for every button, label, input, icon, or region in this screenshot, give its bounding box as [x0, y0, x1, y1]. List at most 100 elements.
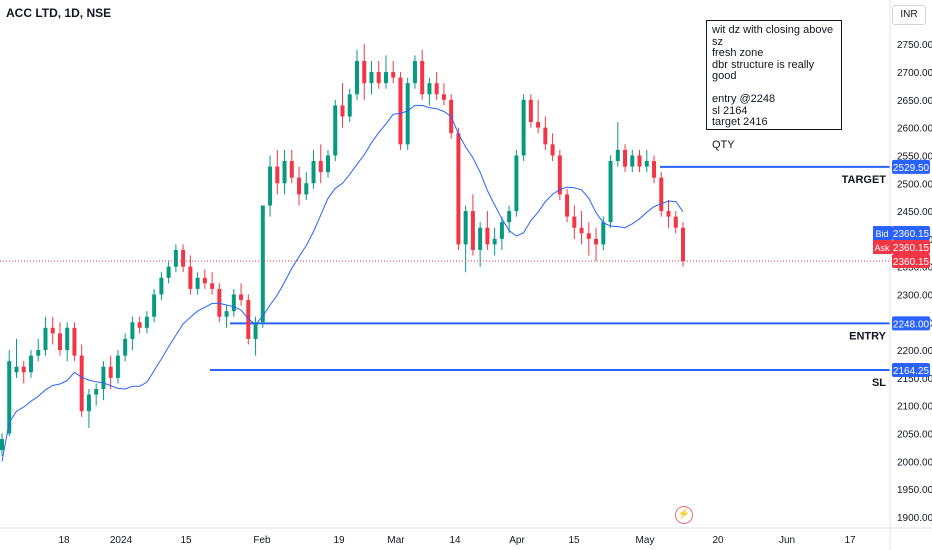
- candle-body: [630, 155, 635, 167]
- note-line: entry @2248: [712, 93, 776, 105]
- x-tick-label: Apr: [509, 535, 525, 546]
- candle-body: [594, 238, 599, 245]
- candle-body: [166, 266, 171, 278]
- candle-body: [666, 211, 671, 217]
- candle-body: [340, 105, 345, 117]
- y-tick-label: 2050.00: [897, 429, 932, 440]
- candle-body: [94, 388, 99, 395]
- candle-body: [79, 355, 84, 412]
- candle-body: [36, 350, 41, 356]
- x-tick-label: May: [636, 535, 655, 546]
- level-label-target: TARGET: [842, 174, 887, 186]
- quote-label-bg: [873, 226, 892, 241]
- x-tick-label: Jun: [779, 535, 795, 546]
- ask-price-tag-bg: [892, 240, 930, 255]
- candle-body: [21, 366, 26, 373]
- level-price-tag: 2164.25: [893, 366, 930, 377]
- level-lines: TARGET ENTRY SL: [210, 165, 890, 389]
- x-tick-label: 19: [333, 535, 345, 546]
- x-tick-label: 20: [712, 535, 724, 546]
- y-tick-label: 2350.00: [897, 263, 932, 274]
- candle-body: [507, 211, 512, 223]
- candle-body: [572, 216, 577, 228]
- candle-body: [550, 144, 555, 156]
- candle-body: [579, 227, 584, 234]
- candle-body: [123, 338, 128, 356]
- candle-body: [412, 60, 417, 84]
- y-tick-label: 2200.00: [897, 346, 932, 357]
- y-tick-label: 2100.00: [897, 402, 932, 413]
- y-tick-label: 2600.00: [897, 124, 932, 135]
- candle-body: [173, 249, 178, 267]
- last-price-tag-bg: [892, 254, 930, 269]
- note-line: wit dz with closing above sz: [712, 24, 834, 48]
- candle-body: [333, 105, 338, 156]
- candle-body: [43, 327, 48, 351]
- candle-body: [354, 60, 359, 95]
- candle-body: [202, 277, 207, 284]
- candle-body: [188, 266, 193, 289]
- candle-body: [297, 177, 302, 195]
- candle-body: [7, 361, 12, 434]
- candle-body: [420, 60, 425, 95]
- candle-body: [65, 327, 70, 351]
- y-tick-label: 2650.00: [897, 96, 932, 107]
- note-line: target 2416: [712, 116, 768, 128]
- candle-body: [521, 99, 526, 156]
- candle-body: [282, 161, 287, 184]
- candle-body: [304, 183, 309, 195]
- flash-icon[interactable]: ⚡: [675, 506, 693, 524]
- level-price-tag: 2248.00: [893, 319, 930, 330]
- candle-body: [72, 327, 77, 356]
- y-tick-label: 2450.00: [897, 207, 932, 218]
- candle-body: [239, 294, 244, 301]
- moving-average-line: [1, 104, 684, 462]
- candle-body: [463, 211, 468, 245]
- candle-body: [50, 327, 55, 334]
- level-label-sl: SL: [872, 377, 886, 389]
- candle-body: [492, 238, 497, 245]
- time-axis: 18 2024 15 Feb 19 Mar 14 Apr 15 May 20 Jun 17: [0, 527, 932, 546]
- note-box[interactable]: wit dz with closing above sz fresh zone db…: [706, 20, 842, 151]
- candle-body: [565, 194, 570, 217]
- candle-body: [195, 277, 200, 289]
- x-tick-label: Feb: [253, 535, 271, 546]
- candle-body: [673, 216, 678, 228]
- last-price-tag: 2360.15: [893, 257, 930, 268]
- level-price-tag-bg: [892, 159, 930, 174]
- candle-body: [608, 161, 613, 223]
- candle-body: [369, 72, 374, 84]
- candle-body: [311, 161, 316, 184]
- level-label-entry: ENTRY: [849, 330, 887, 342]
- candle-body: [115, 355, 120, 378]
- note-line: fresh zone: [712, 47, 764, 59]
- candle-body: [86, 394, 91, 412]
- currency-button[interactable]: INR: [892, 5, 926, 25]
- candle-body: [152, 294, 157, 317]
- candle-body: [28, 355, 33, 373]
- candle-body: [652, 161, 657, 178]
- x-tick-label: 15: [180, 535, 192, 546]
- candle-body: [217, 288, 222, 317]
- y-tick-label: 2700.00: [897, 68, 932, 79]
- quote-label: Bid: [875, 229, 888, 239]
- quote-label: Ask: [874, 243, 890, 253]
- candle-body: [318, 161, 323, 173]
- candle-body: [398, 77, 403, 145]
- candle-body: [268, 166, 273, 206]
- y-tick-label: 2000.00: [897, 457, 932, 468]
- bid-price-tag: 2360.15: [893, 229, 930, 240]
- ask-price-tag: 2360.15: [893, 243, 930, 254]
- candles: [0, 44, 685, 456]
- candle-body: [391, 72, 396, 78]
- candle-body: [586, 233, 591, 239]
- candle-body: [405, 83, 410, 145]
- candle-body: [362, 60, 367, 84]
- candle-body: [347, 94, 352, 117]
- candle-body: [681, 227, 685, 262]
- candle-body: [224, 311, 229, 317]
- candle-body: [601, 222, 606, 245]
- symbol-title: ACC LTD, 1D, NSE: [6, 6, 112, 20]
- candle-body: [470, 211, 475, 250]
